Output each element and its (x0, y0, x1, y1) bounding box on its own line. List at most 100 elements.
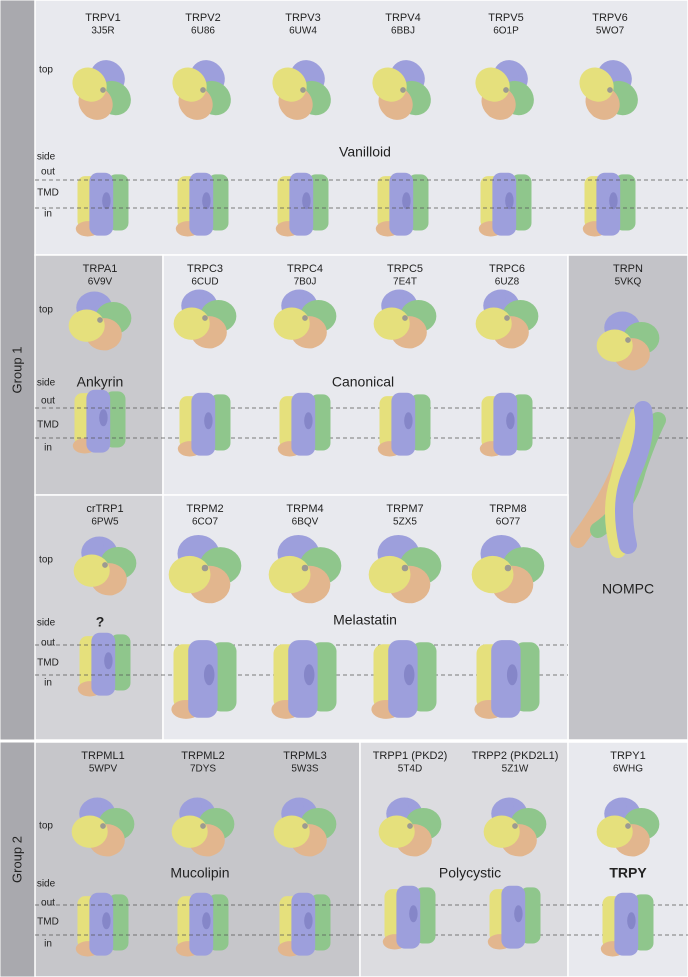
subunit (493, 392, 518, 456)
structure-side-view (277, 392, 331, 457)
family-label: Canonical (332, 374, 394, 390)
pore (200, 87, 206, 93)
subunit-detail (318, 307, 334, 323)
subunit (289, 172, 314, 236)
subunit-detail (212, 95, 228, 111)
family-label: Melastatin (333, 612, 397, 628)
protein-name: TRPP1 (PKD2) (373, 750, 448, 762)
subunit (501, 885, 526, 949)
pdb-id: 6BBJ (391, 26, 415, 37)
row-label: out (41, 898, 55, 909)
row-label: side (37, 879, 56, 890)
row-label: side (37, 378, 56, 389)
subunit-detail (174, 827, 190, 843)
subunit-detail (102, 192, 111, 210)
structure-side-view (72, 389, 126, 454)
subunit-detail (506, 412, 515, 430)
row-label: top (39, 555, 53, 566)
structure-top-view (272, 60, 331, 120)
protein-name: TRPM4 (286, 503, 323, 515)
protein-name: TRPY1 (610, 750, 645, 762)
subunit-detail (218, 307, 234, 323)
row-label: in (44, 678, 52, 689)
structure-top-view (596, 311, 660, 371)
subunit-detail (116, 815, 132, 831)
structure-top-view (372, 60, 431, 120)
pore (607, 87, 613, 93)
structure-side-view (570, 401, 666, 558)
structure-top-view (171, 797, 235, 857)
structure-side-view (171, 640, 237, 719)
subunit-detail (626, 841, 642, 857)
subunit-detail (514, 905, 523, 923)
structure-side-view (487, 885, 541, 950)
subunit (605, 407, 646, 558)
structure-top-view (471, 535, 545, 604)
subunit-detail (520, 307, 536, 323)
subunit-detail (505, 333, 521, 349)
protein-name: TRPV6 (592, 12, 627, 24)
subunit (310, 394, 331, 451)
subunit (410, 394, 431, 451)
structure-top-view (72, 60, 131, 120)
subunit-detail (383, 102, 399, 119)
subunit-detail (403, 333, 419, 349)
subunit-detail (176, 319, 192, 335)
protein-name: TRPV5 (488, 12, 523, 24)
subunit-detail (478, 319, 494, 335)
structure-side-view (275, 172, 329, 237)
subunit-detail (104, 652, 113, 670)
pdb-id: 5T4D (398, 764, 422, 775)
family-label: Vanilloid (339, 144, 391, 160)
row-label: out (41, 396, 55, 407)
subunit-detail (98, 335, 114, 351)
subunit-detail (99, 409, 108, 427)
subunit-detail (285, 536, 304, 554)
subunit-detail (102, 61, 119, 78)
subunit (288, 640, 318, 718)
subunit-detail (203, 333, 219, 349)
pdb-id: 6V9V (88, 277, 113, 288)
subunit (188, 640, 218, 718)
subunit-detail (271, 569, 290, 588)
pdb-id: 5ZX5 (393, 517, 417, 528)
pore (504, 315, 510, 321)
structure-top-view (173, 289, 237, 349)
subunit-detail (515, 95, 531, 111)
subunit (308, 174, 329, 231)
structure-side-view (371, 640, 437, 719)
subunit-detail (303, 841, 319, 857)
subunit-detail (611, 312, 627, 328)
subunit-detail (402, 61, 419, 78)
subunit-detail (609, 192, 618, 210)
structure-top-view (71, 797, 135, 857)
family-label: Mucolipin (170, 865, 229, 881)
structure-side-view (478, 172, 532, 237)
subunit-detail (506, 585, 524, 604)
structure-side-view (277, 892, 331, 957)
subunit-detail (188, 290, 204, 306)
subunit-detail (112, 95, 128, 111)
subunit-detail (590, 102, 606, 119)
subunit-detail (376, 319, 392, 335)
pdb-id: 7B0J (294, 277, 317, 288)
pore (400, 87, 406, 93)
structure-side-view (75, 172, 129, 237)
subunit-detail (611, 798, 627, 814)
structure-top-view (579, 60, 638, 120)
pore (200, 823, 206, 829)
pore (407, 823, 413, 829)
protein-name: crTRP1 (86, 503, 123, 515)
subunit-detail (288, 798, 304, 814)
family-label: Ankyrin (77, 374, 124, 390)
subunit-detail (580, 73, 597, 90)
pore (97, 317, 103, 323)
pdb-id: 6U86 (191, 26, 215, 37)
subunit-detail (385, 536, 404, 554)
subunit (492, 172, 517, 236)
structure-top-view (596, 797, 660, 857)
subunit (208, 174, 229, 231)
subunit (189, 172, 214, 236)
subunit-detail (381, 827, 397, 843)
group-strip (0, 741, 36, 977)
